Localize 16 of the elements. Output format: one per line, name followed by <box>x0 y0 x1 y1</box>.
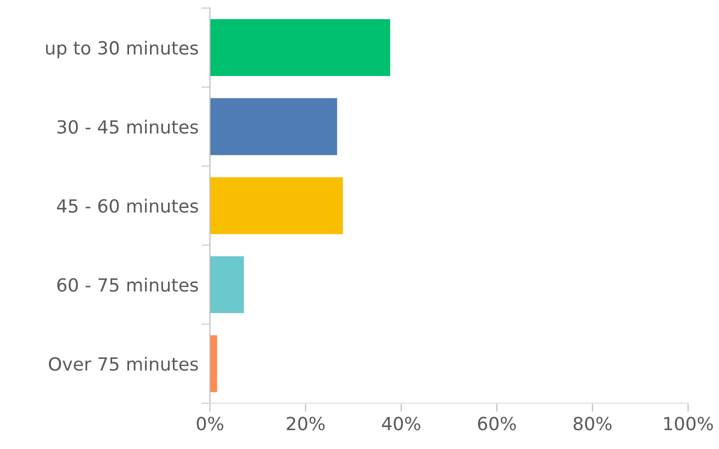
y-tick-label: 45 - 60 minutes <box>56 198 198 213</box>
bar <box>210 335 218 392</box>
y-tick-label: 60 - 75 minutes <box>57 278 198 292</box>
x-tick-label: 20% <box>286 416 325 430</box>
bar <box>210 177 343 234</box>
y-tick-label: up to 30 minutes <box>46 40 198 58</box>
x-tick-label: 60% <box>478 416 516 430</box>
x-tick-label: 0% <box>196 416 224 430</box>
x-tick-label: 40% <box>382 416 420 430</box>
x-tick-label: 100% <box>664 416 713 430</box>
y-tick-label: Over 75 minutes <box>48 356 198 371</box>
bar <box>210 256 244 314</box>
bar <box>210 98 338 156</box>
bar <box>210 19 390 76</box>
x-tick-label: 80% <box>574 416 612 430</box>
y-tick-label: 30 - 45 minutes <box>57 120 198 134</box>
